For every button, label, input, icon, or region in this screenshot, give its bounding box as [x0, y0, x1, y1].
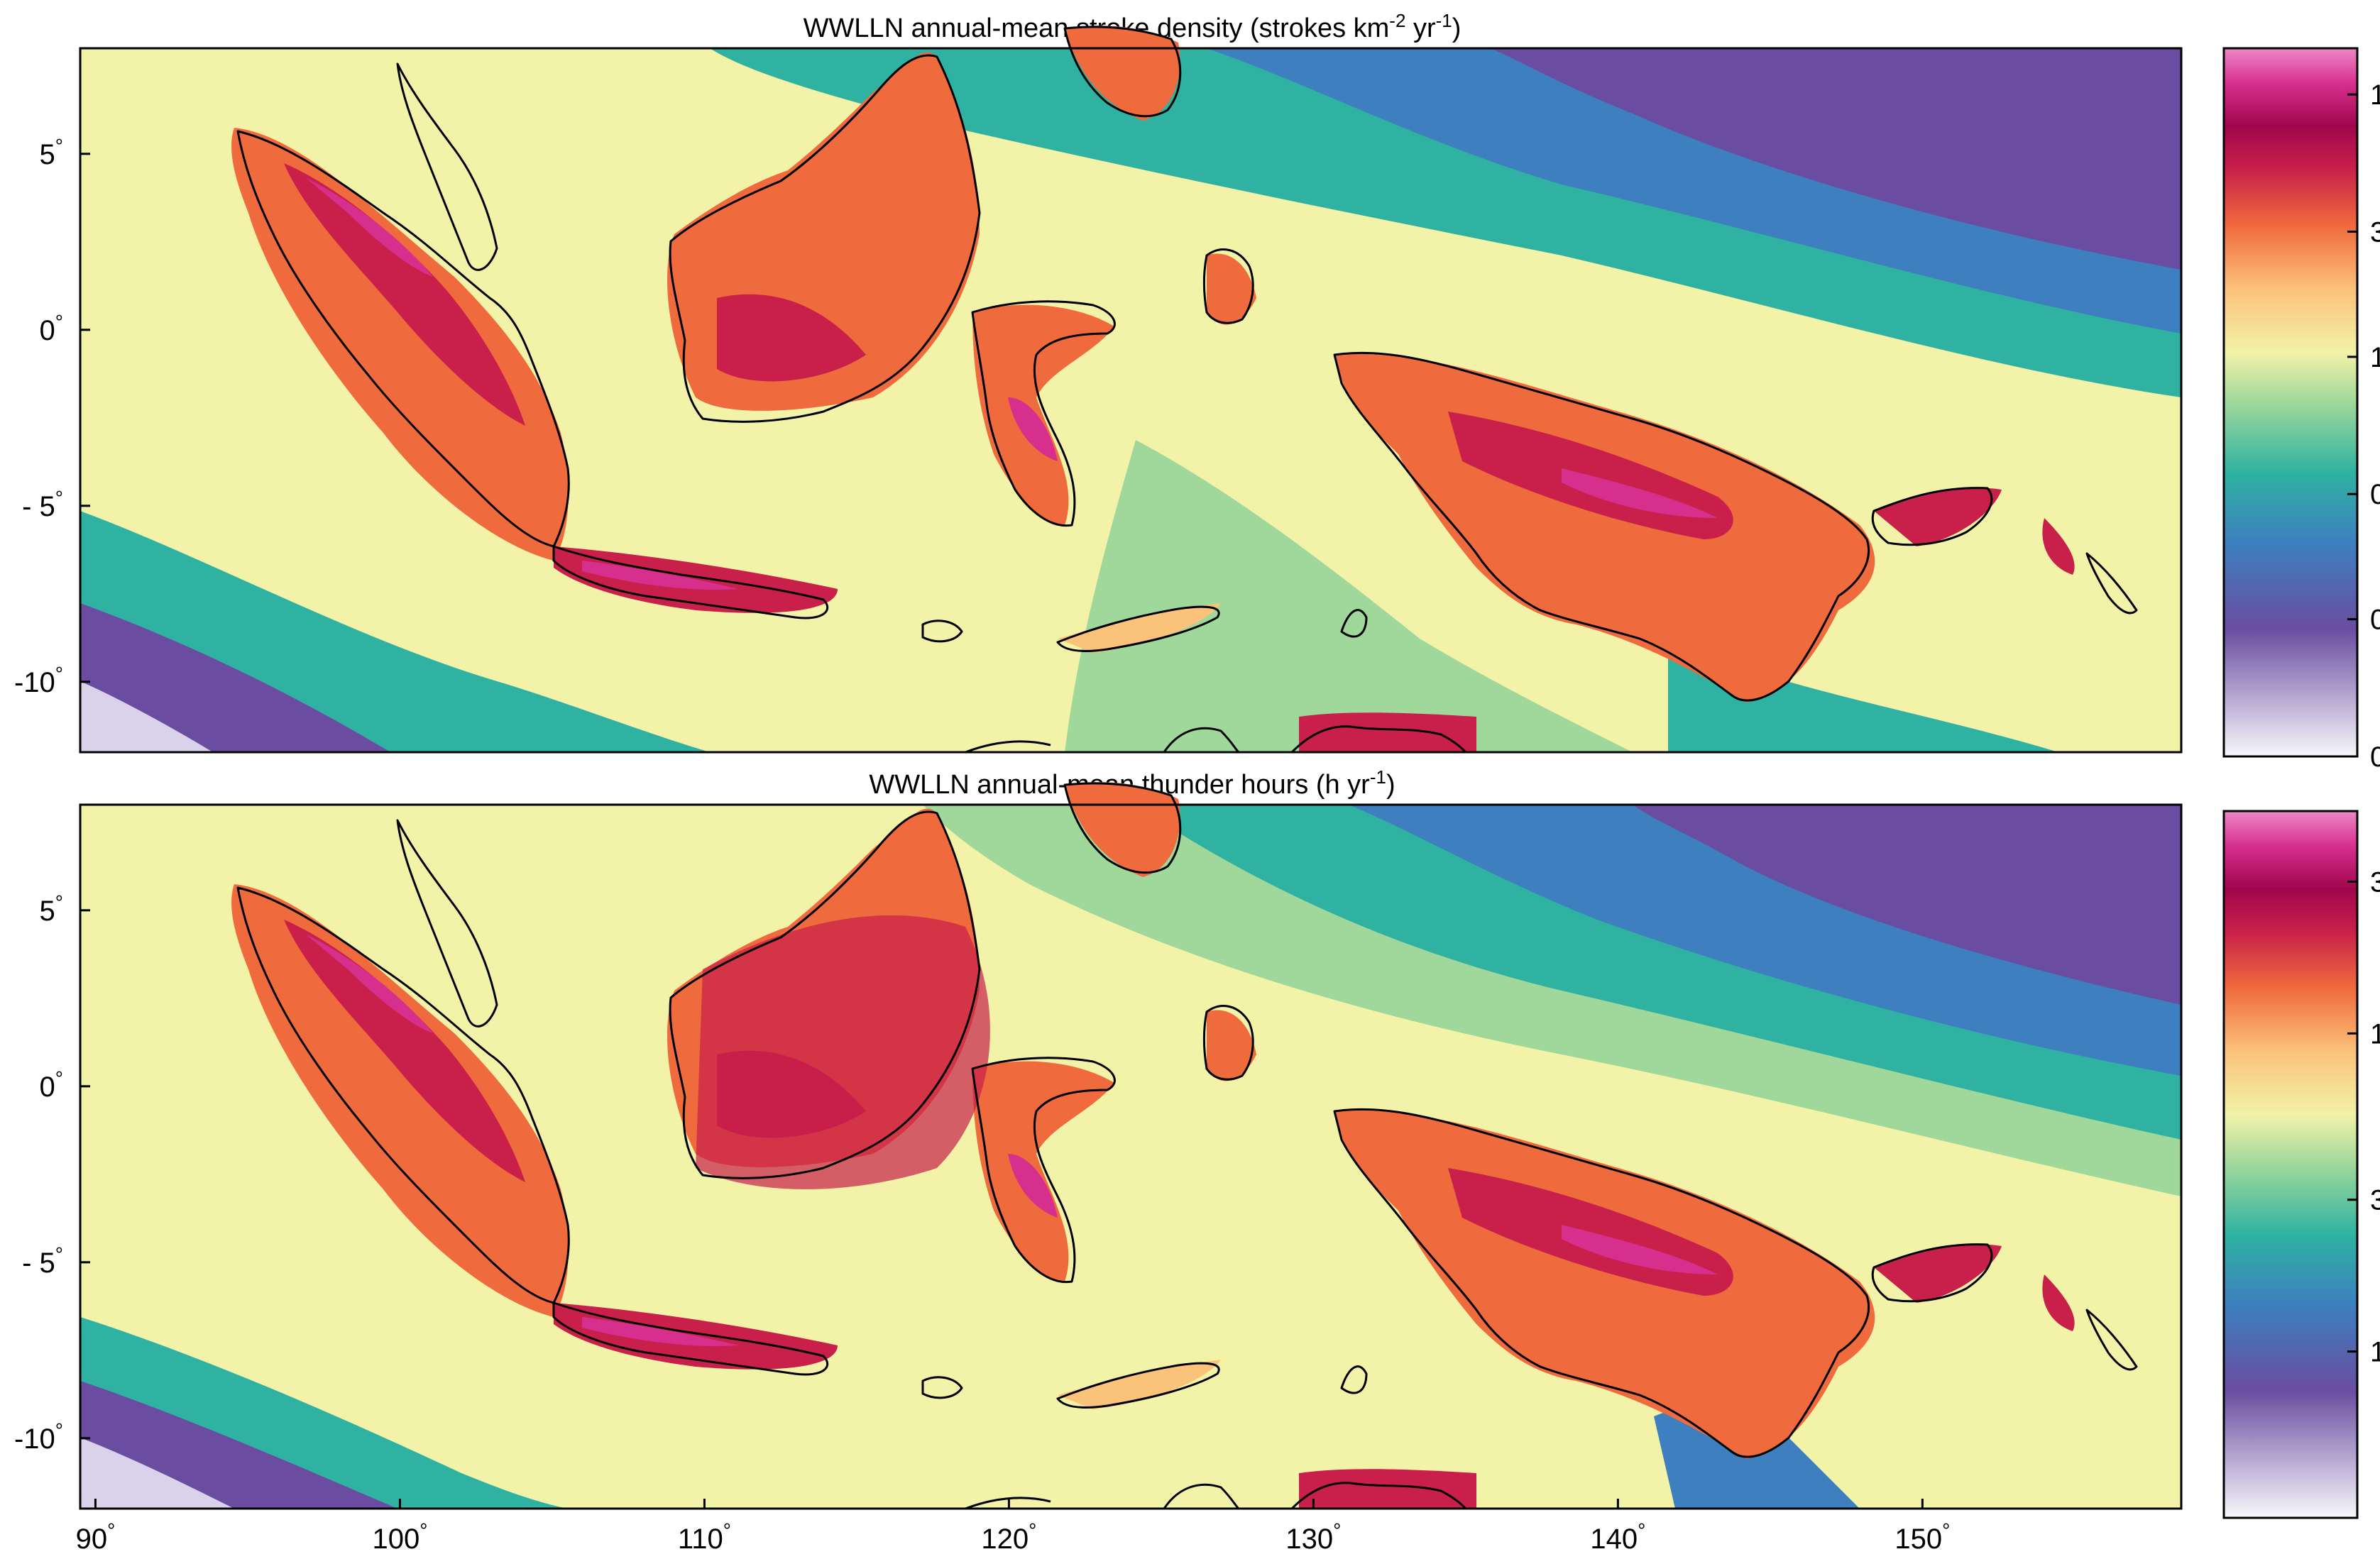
panel2-colorbar-tick-label: 10 [2370, 1337, 2380, 1368]
panel2-colorbar-tick-label: 100 [2370, 1018, 2380, 1050]
panel2-lat-ticks: 5° 0° - 5° -10° [14, 891, 90, 1455]
panel1-colorbar-tick-label: 0.1 [2370, 605, 2380, 636]
panel1-lat-ticks: 5° 0° - 5° -10° [14, 135, 90, 698]
panel2-lon-tick-label: 130° [1285, 1519, 1341, 1555]
panel2-map [79, 782, 2183, 1510]
panel2-lon-tick-label: 90° [76, 1519, 116, 1555]
panel1-band-south-white [80, 681, 213, 752]
panel1-colorbar: 10 3 1 0.3 0.1 0.03 [2222, 47, 2380, 773]
panel1-band-mid-2 [1668, 639, 2058, 752]
panel1-colorbar-frame [2222, 47, 2359, 758]
panel1-colorbar-tick-label: 0.3 [2370, 479, 2380, 510]
panel1-title-sup1: -2 [1389, 10, 1405, 31]
panel1-colorbar-ticks: 10 3 1 0.3 0.1 0.03 [2347, 79, 2380, 773]
panel2-lat-tick-label: 5° [40, 891, 63, 927]
panel2-lat-tick-label: - 5° [22, 1243, 63, 1279]
panel2-lat-tick-label: 0° [40, 1067, 63, 1103]
panel1-band-north-purple [1491, 48, 2181, 270]
panel1-title-end: ) [1452, 13, 1462, 43]
panel1-band-mid [1065, 440, 1633, 752]
panel1-lat-tick-label: 5° [40, 135, 63, 170]
panel2-lon-ticks: 90° 100° 110° 120° 130° 140° 150° [76, 1499, 1950, 1555]
panel2-lat-tick-label: -10° [14, 1419, 63, 1455]
panel1-colorbar-tick-label: 0.03 [2370, 742, 2380, 773]
panel2-colorbar-fill [2224, 811, 2357, 1518]
panel2-lon-tick-label: 110° [678, 1519, 731, 1555]
panel2-title-sup1: -1 [1370, 766, 1386, 788]
panel1-lat-tick-label: -10° [14, 663, 63, 698]
panel1-colorbar-tick-label: 1 [2370, 342, 2380, 373]
panel2-lon-tick-label: 120° [981, 1519, 1036, 1555]
panel2-band-south-white [80, 1438, 234, 1509]
panel2-lon-tick-label: 140° [1590, 1519, 1645, 1555]
panel1-frame [79, 47, 2183, 754]
panel1-title-mid: yr [1405, 13, 1436, 43]
panel2-colorbar-tick-label: 30 [2370, 1185, 2380, 1216]
panel1-colorbar-tick-label: 10 [2370, 79, 2380, 111]
panel2-lon-tick-label: 100° [372, 1519, 427, 1555]
panel2-title-end: ) [1386, 770, 1395, 800]
panel1-colorbar-tick-label: 3 [2370, 216, 2380, 248]
panel2-band-north-purple [1633, 805, 2181, 1005]
panel2-borneo-halo [696, 915, 990, 1189]
panel1-lat-tick-label: - 5° [22, 487, 63, 522]
panel1-title-sup2: -1 [1436, 10, 1452, 31]
panel2-lon-tick-label: 150° [1894, 1519, 1950, 1555]
panel1-lat-tick-label: 0° [40, 311, 63, 346]
panel2-colorbar-frame [2222, 810, 2359, 1519]
panel1-colorbar-fill [2224, 48, 2357, 756]
panel1-map [79, 26, 2183, 754]
panel2-colorbar-tick-label: 300 [2370, 866, 2380, 898]
panel2-colorbar-ticks: 300 100 30 10 [2347, 866, 2380, 1368]
panel1-band-south-purple [80, 603, 390, 752]
panel2-frame [79, 803, 2183, 1510]
panel2-colorbar: 300 100 30 10 [2222, 810, 2380, 1519]
